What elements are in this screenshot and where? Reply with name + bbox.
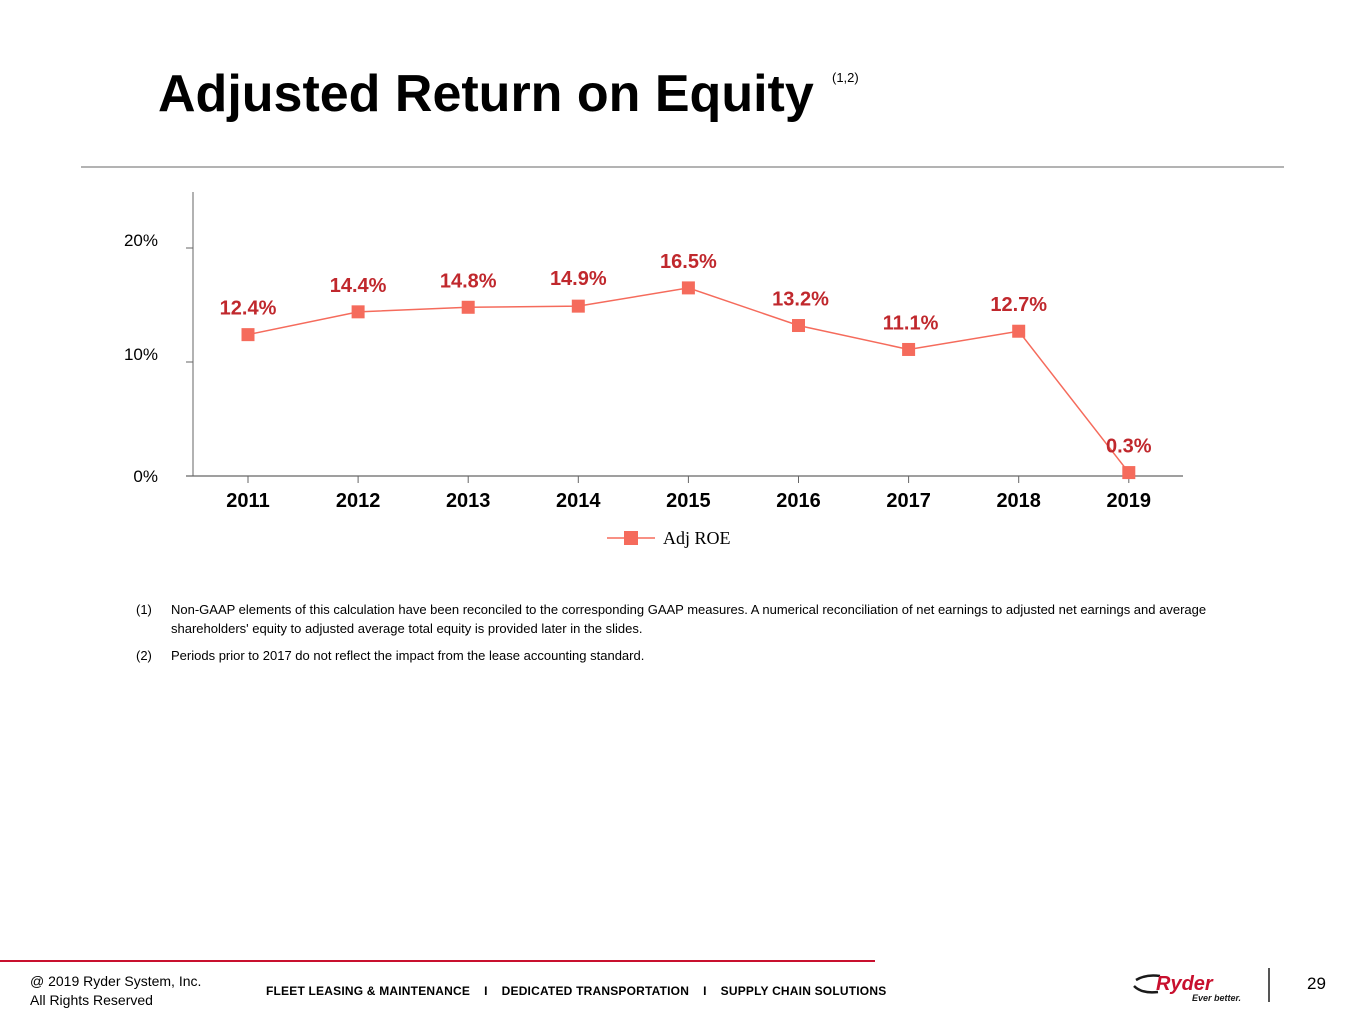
data-point bbox=[571, 299, 585, 313]
x-tick-label: 2013 bbox=[446, 490, 491, 512]
footnote-2: (2) Periods prior to 2017 do not reflect… bbox=[136, 646, 1286, 665]
page-title: Adjusted Return on Equity bbox=[158, 65, 814, 123]
roe-line-chart: 0% 10% 20% 2011 2012 2013 2014 2015 2016 2017 2018… bbox=[124, 192, 1183, 548]
copyright-line-2: All Rights Reserved bbox=[30, 992, 153, 1008]
data-point bbox=[461, 300, 475, 314]
data-label: 16.5% bbox=[660, 251, 717, 273]
data-point bbox=[902, 342, 916, 356]
footnote-number: (1) bbox=[136, 602, 152, 617]
footer-vertical-divider bbox=[1268, 968, 1270, 1002]
logo-slogan: Ever better. bbox=[1192, 993, 1241, 1003]
data-point bbox=[241, 328, 255, 342]
data-label: 14.8% bbox=[440, 270, 497, 292]
x-tick-label: 2011 bbox=[226, 490, 269, 512]
y-tick-label: 0% bbox=[133, 467, 158, 486]
x-tick-label: 2017 bbox=[886, 490, 931, 512]
footnote-number: (2) bbox=[136, 648, 152, 663]
tagline-dedicated: DEDICATED TRANSPORTATION bbox=[501, 984, 690, 998]
x-tick-label: 2014 bbox=[556, 490, 601, 512]
footnote-1: (1) Non-GAAP elements of this calculatio… bbox=[136, 600, 1286, 638]
data-point bbox=[1012, 324, 1026, 338]
title-footnote-ref: (1,2) bbox=[832, 70, 859, 85]
data-label: 12.7% bbox=[990, 294, 1047, 316]
y-tick-label: 10% bbox=[124, 345, 158, 364]
page-number: 29 bbox=[1307, 974, 1326, 993]
data-label: 12.4% bbox=[220, 298, 277, 320]
data-label: 14.4% bbox=[330, 275, 387, 297]
x-tick-label: 2019 bbox=[1107, 490, 1152, 512]
data-point bbox=[792, 319, 805, 333]
x-tick-label: 2015 bbox=[666, 490, 711, 512]
tagline-separator: I bbox=[484, 984, 488, 998]
x-tick-label: 2016 bbox=[776, 490, 821, 512]
copyright: @ 2019 Ryder System, Inc. All Rights Res… bbox=[30, 972, 201, 1010]
data-label: 11.1% bbox=[883, 312, 939, 334]
logo-wordmark: Ryder bbox=[1156, 973, 1214, 995]
tagline-fleet: FLEET LEASING & MAINTENANCE bbox=[266, 984, 471, 998]
legend-marker bbox=[624, 531, 638, 545]
data-point bbox=[1122, 466, 1136, 480]
legend-label: Adj ROE bbox=[663, 528, 731, 548]
copyright-line-1: @ 2019 Ryder System, Inc. bbox=[30, 973, 202, 989]
data-label: 14.9% bbox=[550, 268, 607, 290]
footnote-text: Periods prior to 2017 do not reflect the… bbox=[171, 648, 645, 663]
title-divider bbox=[81, 166, 1284, 168]
x-tick-label: 2018 bbox=[996, 490, 1041, 512]
tagline-separator: I bbox=[703, 984, 707, 998]
business-tagline: FLEET LEASING & MAINTENANCE I DEDICATED TR… bbox=[266, 984, 886, 998]
footer-divider bbox=[0, 960, 875, 962]
ryder-logo: Ryder Ever better. bbox=[1133, 973, 1241, 1003]
footnotes: (1) Non-GAAP elements of this calculatio… bbox=[136, 600, 1286, 673]
data-point bbox=[351, 305, 365, 319]
x-tick-label: 2012 bbox=[336, 490, 381, 512]
footnote-text: Non-GAAP elements of this calculation ha… bbox=[171, 602, 1207, 636]
tagline-supply-chain: SUPPLY CHAIN SOLUTIONS bbox=[720, 984, 887, 998]
data-label: 0.3% bbox=[1106, 436, 1152, 458]
y-tick-label: 20% bbox=[124, 231, 158, 250]
data-label: 13.2% bbox=[772, 289, 829, 311]
data-point bbox=[681, 281, 695, 295]
